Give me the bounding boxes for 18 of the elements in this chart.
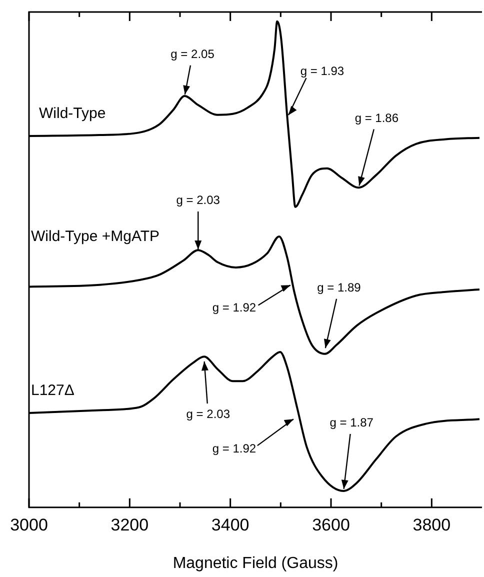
x-axis-title: Magnetic Field (Gauss) [172,554,338,572]
annotation: g = 1.92 [212,441,256,456]
series-label: Wild-Type [39,105,106,122]
series-label: L127Δ [31,382,74,400]
x-tick-label: 3800 [412,515,451,534]
x-tick-label: 3200 [110,515,149,534]
annotation: g = 1.87 [330,415,374,430]
x-tick-label: 3600 [312,515,350,534]
annotation: g = 1.92 [212,300,256,315]
annotation: g = 2.05 [170,46,215,61]
annotation: g = 1.89 [317,280,362,294]
annotation: g = 1.93 [300,64,344,78]
x-tick-label: 3400 [211,515,250,534]
annotation: g = 2.03 [176,192,220,207]
x-tick-label: 3000 [10,515,48,534]
annotation: g = 2.03 [186,406,230,421]
annotation: g = 1.86 [354,110,399,125]
legend-label: Wild-Type +MgATP [31,228,160,245]
